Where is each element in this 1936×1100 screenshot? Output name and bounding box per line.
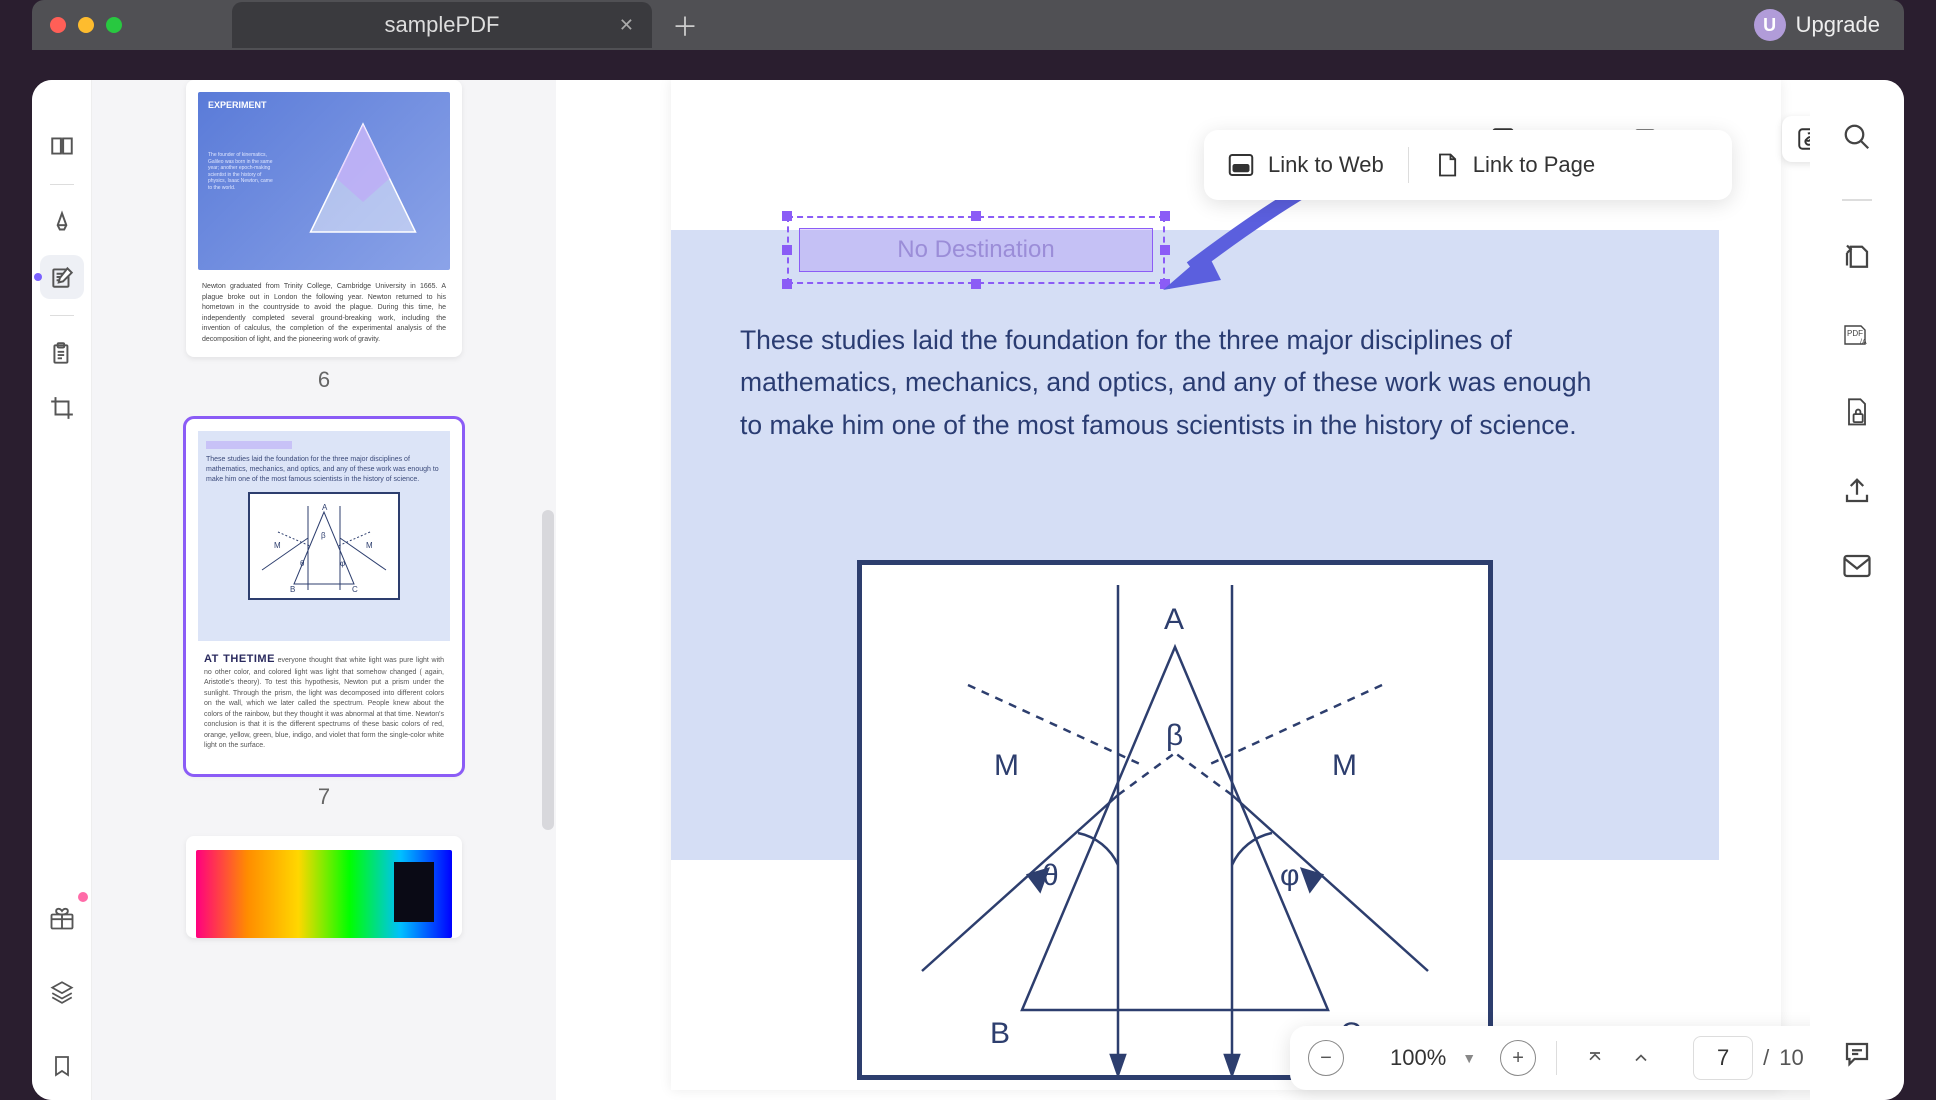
- gift-icon[interactable]: [40, 896, 84, 940]
- traffic-lights: [50, 17, 122, 33]
- pdfa-icon[interactable]: PDF/A: [1840, 320, 1874, 355]
- svg-text:M: M: [1332, 749, 1357, 782]
- right-toolbar: PDF/A: [1810, 80, 1904, 1100]
- titlebar: samplePDF ✕ ＋ U Upgrade: [32, 0, 1904, 50]
- link-to-web-button[interactable]: URL Link to Web: [1226, 150, 1384, 180]
- link-to-page-button[interactable]: Link to Page: [1433, 150, 1595, 180]
- zoom-out-button[interactable]: −: [1308, 1040, 1344, 1076]
- svg-text:β: β: [1166, 719, 1183, 752]
- tab-samplepdf[interactable]: samplePDF ✕: [232, 2, 652, 48]
- svg-text:θ: θ: [300, 559, 305, 568]
- upgrade-label: Upgrade: [1796, 12, 1880, 38]
- comment-icon[interactable]: [1842, 1039, 1872, 1074]
- layers-icon[interactable]: [40, 970, 84, 1014]
- rotate-icon[interactable]: [1842, 243, 1872, 278]
- link-tool-button[interactable]: Link: [1782, 116, 1810, 162]
- upgrade-button[interactable]: U Upgrade: [1754, 9, 1880, 41]
- zoom-in-button[interactable]: +: [1500, 1040, 1536, 1076]
- svg-text:M: M: [994, 749, 1019, 782]
- thumbnail-page-8[interactable]: [186, 836, 462, 938]
- add-tab-icon[interactable]: ＋: [672, 7, 698, 44]
- svg-text:θ: θ: [1042, 859, 1059, 892]
- svg-text:M: M: [366, 541, 373, 550]
- svg-text:PDF: PDF: [1847, 329, 1863, 338]
- thumb-label-7: 7: [110, 784, 538, 810]
- zoom-level: 100%: [1390, 1045, 1446, 1071]
- svg-text:β: β: [321, 531, 326, 540]
- tab-title: samplePDF: [385, 12, 500, 38]
- link-annotation-selection[interactable]: No Destination: [787, 216, 1165, 284]
- first-page-button[interactable]: [1577, 1040, 1613, 1076]
- thumb-label-6: 6: [110, 367, 538, 393]
- search-icon[interactable]: [1842, 122, 1872, 157]
- highlighter-icon[interactable]: [40, 201, 84, 245]
- crop-icon[interactable]: [40, 386, 84, 430]
- view-controls-bar: − 100% ▼ + / 10 ✕: [1290, 1026, 1810, 1090]
- mail-icon[interactable]: [1842, 553, 1872, 584]
- thumb6-text: Newton graduated from Trinity College, C…: [198, 282, 450, 345]
- page-view: No Destination These studies laid the fo…: [671, 80, 1781, 1090]
- close-window-icon[interactable]: [50, 17, 66, 33]
- document-canvas: Text Image Link No Destination: [556, 80, 1810, 1100]
- svg-text:M: M: [274, 541, 281, 550]
- svg-text:B: B: [290, 585, 295, 594]
- page-number-input[interactable]: [1693, 1036, 1753, 1080]
- svg-text:A: A: [1164, 603, 1184, 636]
- avatar: U: [1754, 9, 1786, 41]
- svg-text:A: A: [322, 503, 328, 512]
- svg-text:φ: φ: [340, 559, 345, 568]
- export-icon[interactable]: [1842, 476, 1872, 511]
- minimize-window-icon[interactable]: [78, 17, 94, 33]
- prism-diagram: A B C M M β θ φ: [857, 560, 1493, 1080]
- close-tab-icon[interactable]: ✕: [619, 15, 634, 36]
- prev-page-button[interactable]: [1623, 1040, 1659, 1076]
- reader-mode-icon[interactable]: [40, 124, 84, 168]
- total-pages: 10: [1779, 1045, 1803, 1071]
- bookmark-icon[interactable]: [40, 1044, 84, 1088]
- svg-text:B: B: [990, 1017, 1010, 1050]
- annotate-icon[interactable]: [40, 255, 84, 299]
- svg-text:URL: URL: [1236, 165, 1249, 172]
- maximize-window-icon[interactable]: [106, 17, 122, 33]
- lock-file-icon[interactable]: [1843, 397, 1871, 434]
- thumbnails-panel: EXPERIMENT The founder of kinematics, Ga…: [92, 80, 556, 1100]
- thumbnail-page-7[interactable]: These studies laid the foundation for th…: [186, 419, 462, 774]
- thumbnail-page-6[interactable]: EXPERIMENT The founder of kinematics, Ga…: [186, 80, 462, 357]
- clipboard-icon[interactable]: [40, 332, 84, 376]
- svg-text:/A: /A: [1860, 339, 1867, 346]
- svg-text:φ: φ: [1280, 859, 1299, 892]
- svg-text:C: C: [352, 585, 358, 594]
- document-body-text: These studies laid the foundation for th…: [740, 319, 1600, 446]
- link-options-toolbar: URL Link to Web Link to Page: [1204, 130, 1732, 200]
- thumbnails-scrollbar[interactable]: [542, 510, 554, 830]
- zoom-dropdown-icon[interactable]: ▼: [1462, 1050, 1476, 1066]
- left-toolbar: [32, 80, 92, 1100]
